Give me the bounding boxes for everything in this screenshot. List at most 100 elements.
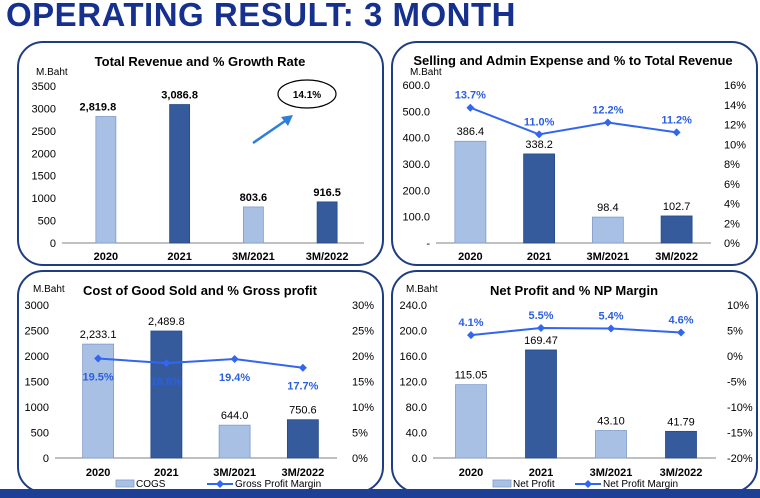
x-category-label: 2021 [154, 467, 178, 479]
line-point-marker [603, 118, 612, 127]
revenue-chart: Total Revenue and % Growth Rate M.Baht 0 50… [32, 54, 364, 263]
cogs-chart: Cost of Good Sold and % Gross profit M.Ba… [25, 283, 375, 490]
bar-value-label: 750.6 [289, 405, 317, 417]
y-tick-label: 2500 [32, 126, 56, 138]
y2-tick-label: 16% [724, 80, 746, 92]
y2-tick-label: 0% [352, 453, 368, 465]
y-tick-label: 0.0 [412, 453, 427, 465]
y2-tick-label: -5% [727, 377, 747, 389]
bar [523, 153, 556, 244]
y-tick-label: 2500 [25, 326, 49, 338]
revenue-panel: Total Revenue and % Growth Rate M.Baht 0 50… [17, 41, 384, 266]
bar-value-label: 2,233.1 [80, 329, 117, 341]
legend-bar-label: Net Profit [513, 479, 555, 490]
y-axis-unit-label: M.Baht [36, 67, 68, 78]
series-line [470, 106, 677, 136]
sga-chart: Selling and Admin Expense and % to Total… [402, 53, 746, 263]
y2-tick-label: 6% [724, 179, 740, 191]
y-tick-label: 500 [31, 428, 49, 440]
cogs-panel: Cost of Good Sold and % Gross profit M.Ba… [17, 270, 384, 493]
line-point-marker [677, 328, 685, 337]
y2-tick-label: 20% [352, 351, 374, 363]
line-point-marker [607, 324, 615, 333]
y-tick-label: 3000 [25, 300, 49, 312]
line-value-label: 12.2% [592, 105, 623, 117]
bar [591, 216, 624, 244]
y-tick-label: 80.0 [406, 402, 427, 414]
y-tick-label: 300.0 [402, 159, 430, 171]
bar-value-label: 3,086.8 [161, 90, 198, 102]
x-category-label: 2021 [529, 467, 553, 479]
line-point-marker [537, 323, 545, 332]
legend-bar-label: COGS [136, 479, 166, 490]
line-value-label: 19.5% [83, 372, 114, 384]
bar [454, 140, 487, 244]
y2-tick-label: -10% [727, 402, 753, 414]
y-tick-label: 1000 [32, 193, 56, 205]
net-profit-chart: Net Profit and % NP Margin M.Baht 0.0 40.0 8… [399, 283, 753, 490]
line-point-marker [466, 103, 475, 112]
line-value-label: 5.4% [598, 310, 623, 322]
y-tick-label: 500.0 [402, 106, 430, 118]
line-point-marker [535, 130, 544, 139]
bar-value-label: 386.4 [457, 126, 485, 138]
bar [665, 430, 697, 459]
bar-value-label: 169.47 [524, 335, 558, 347]
series-line [98, 357, 304, 369]
y-tick-label: 400.0 [402, 133, 430, 145]
legend-line-label: Net Profit Margin [603, 479, 678, 490]
line-value-label: 4.1% [458, 317, 483, 329]
x-category-label: 2020 [459, 467, 483, 479]
x-category-label: 2020 [94, 251, 118, 263]
net-profit-panel: Net Profit and % NP Margin M.Baht 0.0 40.0 8… [391, 270, 758, 493]
y2-tick-label: -15% [727, 428, 753, 440]
y-tick-label: 160.0 [399, 351, 427, 363]
y-tick-label: 3000 [32, 103, 56, 115]
chart-title: Cost of Good Sold and % Gross profit [83, 283, 318, 298]
x-category-label: 2021 [167, 251, 191, 263]
x-category-label: 3M/2021 [590, 467, 633, 479]
bar [82, 343, 115, 459]
y2-tick-label: 10% [727, 300, 749, 312]
x-category-label: 3M/2022 [660, 467, 703, 479]
y-tick-label: 240.0 [399, 300, 427, 312]
bar [242, 206, 264, 244]
x-category-label: 2021 [527, 251, 551, 263]
y2-tick-label: 10% [724, 139, 746, 151]
y-tick-label: 1000 [25, 402, 49, 414]
growth-arrow-shaft [252, 119, 286, 145]
growth-arrow-head [281, 115, 293, 126]
y2-tick-label: 5% [352, 428, 368, 440]
legend-bar-swatch [492, 479, 512, 488]
line-value-label: 5.5% [528, 310, 553, 322]
bottom-bar [0, 489, 760, 498]
y-axis-unit-label: M.Baht [33, 284, 65, 295]
y-tick-label: 500 [38, 216, 56, 228]
line-value-label: 13.7% [455, 90, 486, 102]
y2-tick-label: 0% [727, 351, 743, 363]
growth-rate-annotation: 14.1% [293, 90, 321, 101]
bar [316, 201, 338, 244]
y2-tick-label: 25% [352, 326, 374, 338]
y-tick-label: 1500 [25, 377, 49, 389]
bar-value-label: 115.05 [455, 370, 488, 382]
bar-value-label: 2,819.8 [80, 102, 117, 114]
legend-bar-swatch [115, 479, 135, 488]
legend-line-marker [216, 480, 224, 488]
y2-tick-label: 14% [724, 100, 746, 112]
bar [455, 384, 487, 459]
y-tick-label: 0 [43, 453, 49, 465]
line-point-marker [230, 355, 239, 364]
x-category-label: 2020 [458, 251, 482, 263]
chart-title: Total Revenue and % Growth Rate [95, 54, 306, 69]
y2-tick-label: 10% [352, 402, 374, 414]
growth-rate-ellipse [277, 79, 337, 109]
y2-tick-label: 12% [724, 120, 746, 132]
bar [95, 116, 117, 244]
legend-line-marker [584, 480, 592, 488]
line-point-marker [298, 363, 307, 372]
bar-value-label: 338.2 [525, 139, 553, 151]
y2-tick-label: 15% [352, 377, 374, 389]
y-tick-label: 200.0 [399, 326, 427, 338]
y-axis-unit-label: M.Baht [406, 284, 438, 295]
